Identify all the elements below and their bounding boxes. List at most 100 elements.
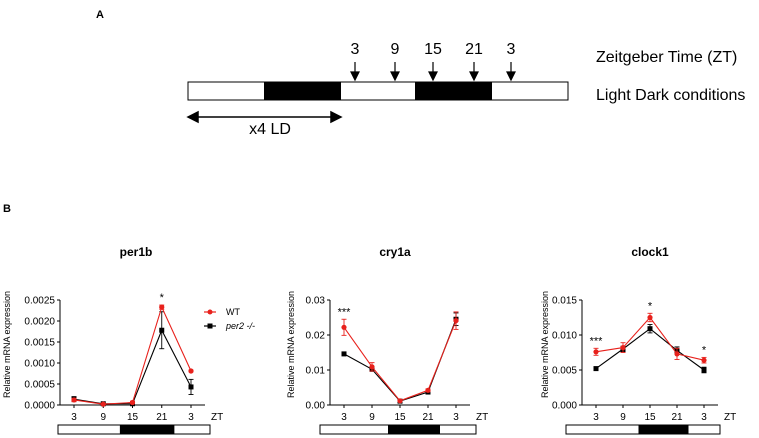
x-tick-label: 21 xyxy=(422,412,434,423)
y-tick-label: 0.0000 xyxy=(24,401,55,412)
legend: WT per2 -/- xyxy=(204,307,255,331)
zt-markers: 3 9 15 21 3 xyxy=(350,41,516,82)
y-axis-label: Relative mRNA expression xyxy=(2,291,12,398)
x-tick-label: 9 xyxy=(369,412,375,423)
zt-marker-1: 3 xyxy=(351,41,360,58)
x-tick-label: 3 xyxy=(701,412,707,423)
zt-arrowhead-2 xyxy=(390,71,400,82)
x-axis-label: ZT xyxy=(724,412,736,423)
y-axis-label: Relative mRNA expression xyxy=(540,291,550,398)
data-point-mutant xyxy=(159,327,165,333)
series-line xyxy=(73,328,192,405)
y-tick-label: 0.0025 xyxy=(24,296,55,307)
data-point-mutant xyxy=(701,367,707,373)
data-point-wt xyxy=(341,324,347,330)
x-tick-label: 21 xyxy=(671,412,683,423)
data-point-mutant xyxy=(647,326,653,332)
data-point-wt xyxy=(188,368,194,374)
y-tick-label: 0.03 xyxy=(306,296,326,307)
series-line xyxy=(343,319,457,402)
dark-period-1 xyxy=(264,82,341,100)
chart-title: cry1a xyxy=(379,245,411,259)
legend-wt-marker xyxy=(207,309,213,315)
x-axis-label: ZT xyxy=(211,412,223,423)
significance-marker: * xyxy=(648,300,653,312)
x-tick-label: 9 xyxy=(620,412,626,423)
data-point-wt xyxy=(647,314,653,321)
y-tick-label: 0.0010 xyxy=(24,359,55,370)
dark-period xyxy=(388,425,440,434)
zt-arrowhead-5 xyxy=(506,71,516,82)
y-tick-label: 0.0005 xyxy=(24,380,55,391)
y-tick-label: 0.00 xyxy=(306,401,326,412)
dark-period-2 xyxy=(415,82,492,100)
x-tick-label: 15 xyxy=(644,412,656,423)
data-point-wt xyxy=(369,364,375,370)
light-dark-bar xyxy=(187,81,569,101)
significance-marker: *** xyxy=(590,335,604,347)
x-tick-label: 15 xyxy=(127,412,139,423)
data-point-wt xyxy=(701,357,707,363)
y-tick-label: 0.0020 xyxy=(24,317,55,328)
cycle-arrow-left-head xyxy=(186,110,199,124)
chart-cry1a: cry1a Relative mRNA expression 0.00 0.01 0.0… xyxy=(286,245,488,435)
panel-a-label: A xyxy=(96,9,104,21)
legend-wt-label: WT xyxy=(226,307,240,317)
x-tick-label: 3 xyxy=(593,412,599,423)
x-tick-label: 9 xyxy=(100,412,106,423)
chart-title: per1b xyxy=(120,245,153,259)
series-line xyxy=(343,320,457,402)
data-point-wt xyxy=(71,397,77,403)
legend-mutant-marker xyxy=(207,323,213,329)
chart-per1b: per1b Relative mRNA expression 0.0000 0.000… xyxy=(2,245,223,435)
data-point-wt xyxy=(397,398,403,404)
y-tick-label: 0.015 xyxy=(552,296,577,307)
dark-period xyxy=(638,425,689,434)
x-tick-label: 15 xyxy=(394,412,406,423)
legend-mutant-label: per2 -/- xyxy=(225,321,255,331)
data-point-mutant xyxy=(593,366,599,372)
cycle-arrow-right-head xyxy=(330,110,343,124)
zt-marker-4: 21 xyxy=(465,41,483,58)
data-point-wt xyxy=(100,401,106,407)
cycle-caption: x4 LD xyxy=(249,121,291,138)
data-point-wt xyxy=(159,304,165,310)
y-tick-label: 0.01 xyxy=(306,366,326,377)
x-tick-label: 21 xyxy=(156,412,168,423)
series-line xyxy=(595,316,705,361)
data-point-wt xyxy=(674,351,680,357)
x-axis-label: ZT xyxy=(476,412,488,423)
zt-arrowhead-3 xyxy=(428,71,438,82)
zt-caption: Zeitgeber Time (ZT) xyxy=(596,49,737,66)
data-point-mutant xyxy=(341,351,347,357)
y-tick-label: 0.0015 xyxy=(24,338,55,349)
data-point-wt xyxy=(129,399,136,406)
data-point-wt xyxy=(593,349,599,355)
data-point-mutant xyxy=(188,384,194,390)
light-dark-bar-outline xyxy=(187,81,569,101)
chart-title: clock1 xyxy=(631,245,669,259)
significance-marker: * xyxy=(160,292,165,304)
cycle-arrow xyxy=(186,110,343,124)
x-tick-label: 3 xyxy=(453,412,459,423)
zt-marker-3: 15 xyxy=(424,41,442,58)
panel-b-label: B xyxy=(3,203,11,215)
y-tick-label: 0.005 xyxy=(552,366,577,377)
zt-arrowhead-1 xyxy=(350,71,360,82)
y-tick-label: 0.02 xyxy=(306,331,326,342)
significance-marker: * xyxy=(702,344,707,356)
data-point-wt xyxy=(425,387,431,393)
x-tick-label: 3 xyxy=(341,412,347,423)
y-tick-label: 0.000 xyxy=(552,401,577,412)
zt-marker-5: 3 xyxy=(507,41,516,58)
dark-period xyxy=(119,425,175,434)
y-tick-label: 0.010 xyxy=(552,331,577,342)
data-point-wt xyxy=(620,345,626,351)
x-tick-label: 3 xyxy=(188,412,194,423)
data-point-wt xyxy=(453,318,459,324)
light-dark-caption: Light Dark conditions xyxy=(596,87,745,104)
y-axis-label: Relative mRNA expression xyxy=(286,291,296,398)
zt-arrowhead-4 xyxy=(469,71,479,82)
